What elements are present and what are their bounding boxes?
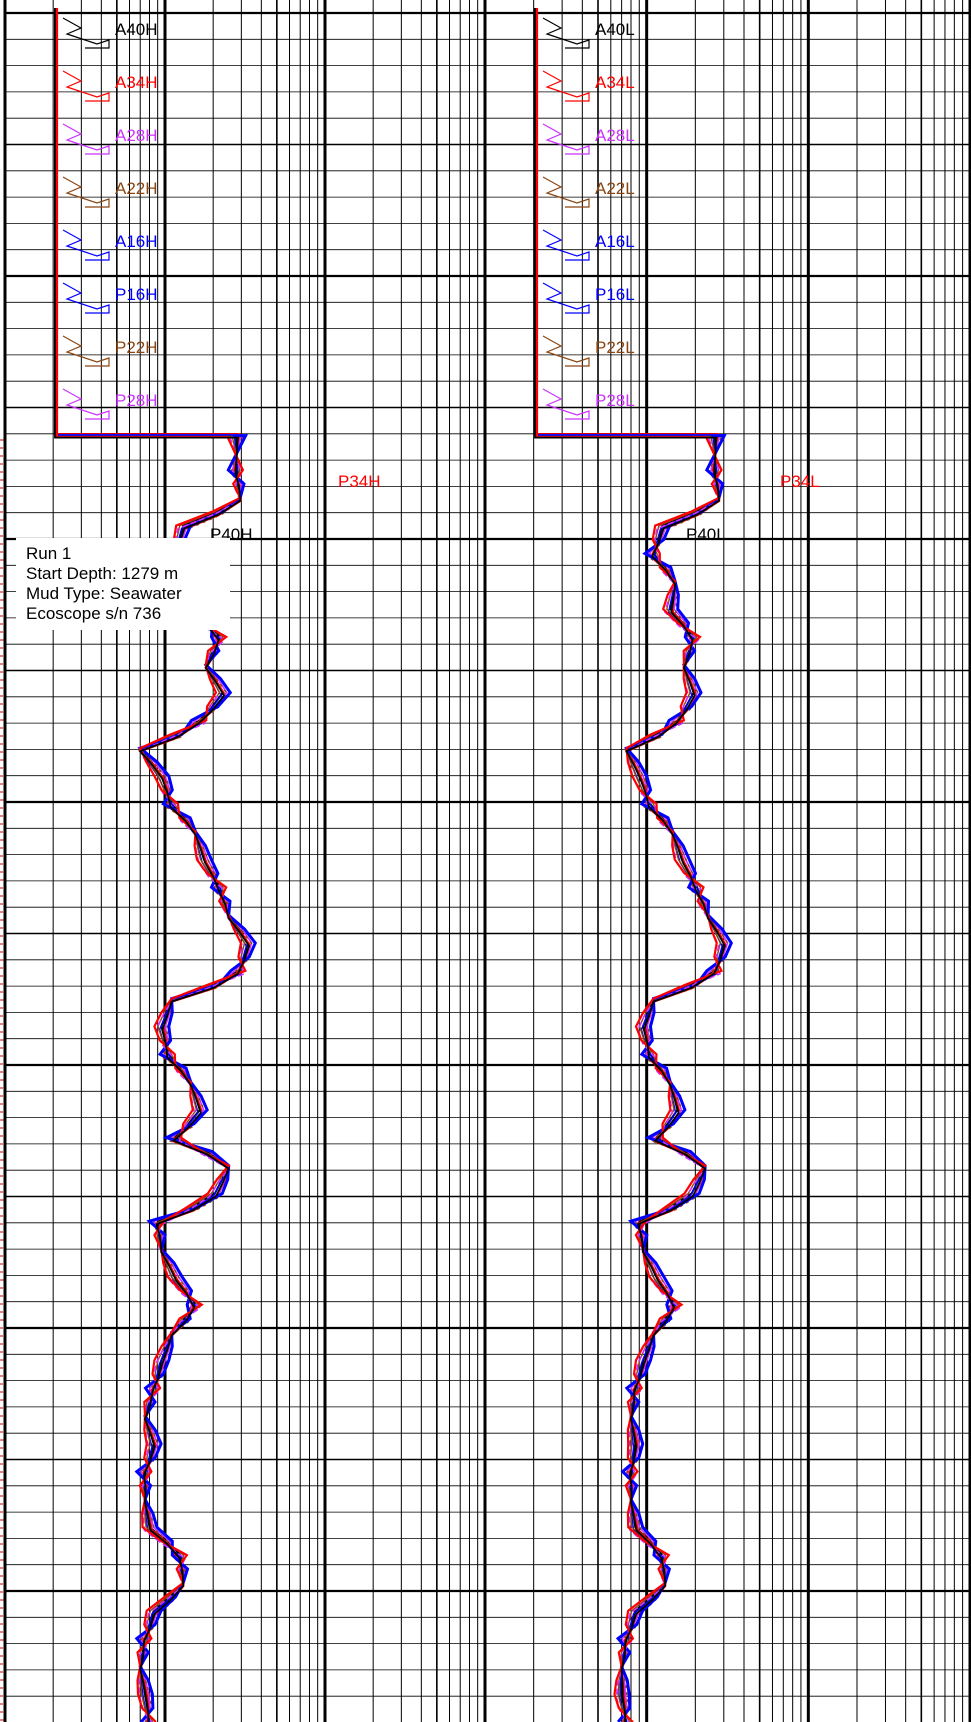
grid-right-track [483, 0, 971, 1722]
curve-P40L [534, 8, 726, 1722]
curves-right-track [534, 8, 734, 1722]
curve-flag-A16H [62, 229, 110, 261]
curve-label-P16L: P16L [595, 285, 635, 304]
run-label: Run 1 [26, 544, 72, 563]
curve-P34H [55, 8, 247, 1722]
curve-label-A40H: A40H [115, 20, 158, 39]
curve-A16L [534, 8, 734, 1722]
curve-label-A40L: A40L [595, 20, 635, 39]
grid-left-track [3, 0, 487, 1722]
curve-P40H [54, 8, 251, 1722]
curve-labels-right: A40L A34L A28L A22L A16L P16L P22L P28L P34L P40L [542, 17, 820, 544]
curve-label-P34L: P34L [780, 472, 820, 491]
mud-type-label: Mud Type: Seawater [26, 584, 182, 603]
curve-label-A34H: A34H [115, 73, 158, 92]
curve-flag-A22L [542, 176, 590, 208]
curve-label-P34H: P34H [338, 472, 381, 491]
curve-flag-A34H [62, 70, 110, 102]
curve-label-P16H: P16H [115, 285, 158, 304]
run-info-box: Run 1 Start Depth: 1279 m Mud Type: Seaw… [16, 538, 230, 630]
curve-label-P22L: P22L [595, 338, 635, 357]
curve-P16H [56, 8, 248, 1722]
curve-flag-A22H [62, 176, 110, 208]
curve-flag-A34L [542, 70, 590, 102]
curve-flag-P22L [542, 335, 590, 367]
curve-P28H [55, 8, 245, 1722]
curve-A40H [54, 8, 250, 1722]
curve-A34H [54, 8, 252, 1722]
curves-left-track [54, 8, 258, 1722]
curve-flag-P28H [62, 388, 110, 420]
curve-label-P28L: P28L [595, 391, 635, 410]
curve-flag-A28L [542, 123, 590, 155]
curve-flag-P22H [62, 335, 110, 367]
curve-flag-A40L [542, 17, 590, 49]
curve-flag-A40H [62, 17, 110, 49]
start-depth-label: Start Depth: 1279 m [26, 564, 179, 583]
curve-A22L [534, 8, 730, 1722]
curve-label-A22L: A22L [595, 179, 635, 198]
curve-label-A22H: A22H [115, 179, 158, 198]
curve-label-A28L: A28L [595, 126, 635, 145]
curve-flag-P28L [542, 388, 590, 420]
curve-label-P40L: P40L [686, 525, 726, 544]
tool-serial-label: Ecoscope s/n 736 [26, 604, 162, 623]
curve-A22H [54, 8, 255, 1722]
curve-label-P22H: P22H [115, 338, 158, 357]
curve-label-A28H: A28H [115, 126, 158, 145]
curve-label-A16H: A16H [115, 232, 158, 251]
curve-label-A16L: A16L [595, 232, 635, 251]
curve-label-A34L: A34L [595, 73, 635, 92]
curve-flag-P16H [62, 282, 110, 314]
curve-flag-A28H [62, 123, 110, 155]
curve-flag-P16L [542, 282, 590, 314]
curve-A16H [54, 8, 258, 1722]
curve-flag-A16L [542, 229, 590, 261]
curve-A28H [56, 8, 253, 1722]
curve-label-P28H: P28H [115, 391, 158, 410]
